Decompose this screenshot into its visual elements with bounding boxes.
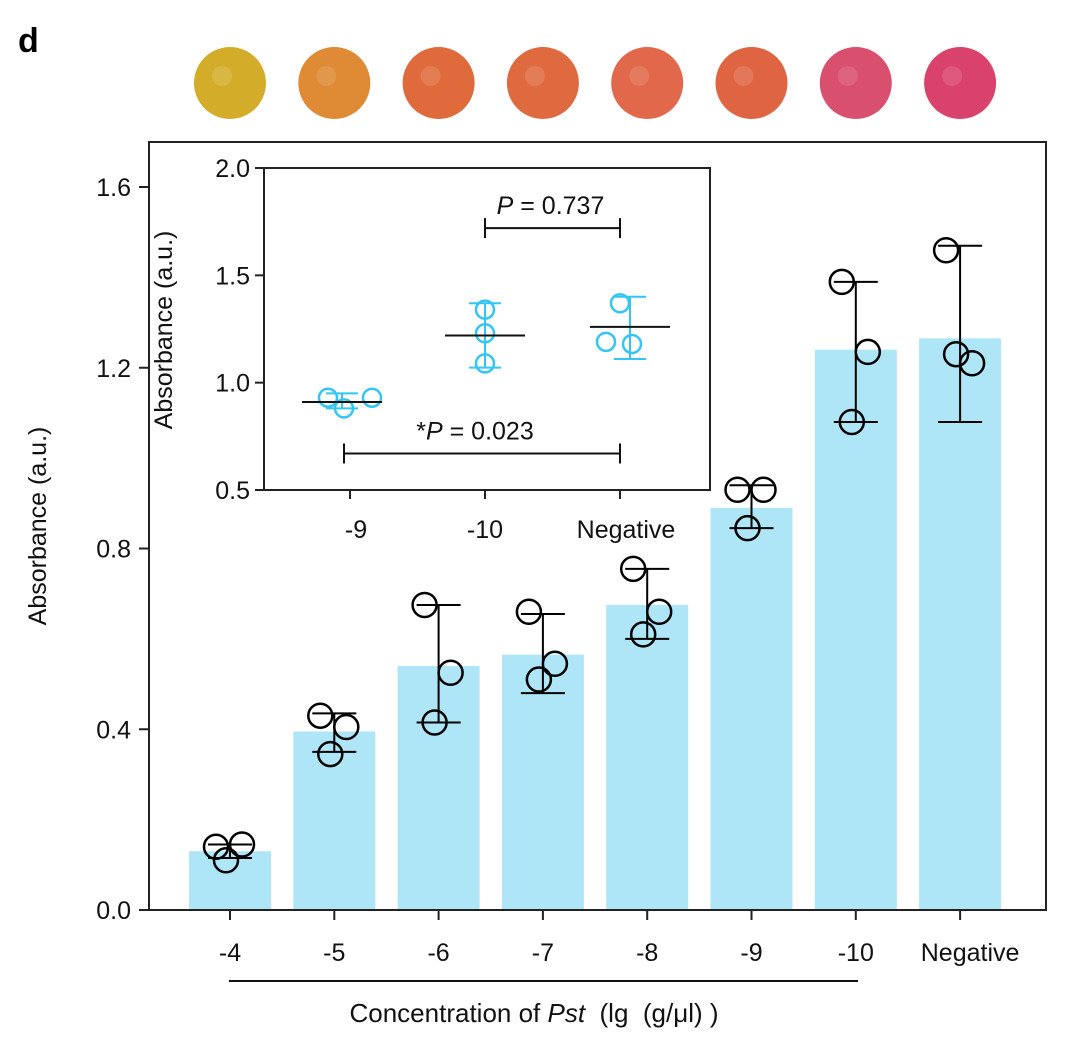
data-point — [333, 713, 360, 741]
data-point — [515, 598, 543, 626]
data-point — [212, 847, 240, 874]
y-tick-label: 1.2 — [96, 355, 131, 383]
main-bar-chart: 0.0 0.4 0.8 1.2 1.6 -4 -5 -6 -7 -8 -9 -10 Negative Ab… — [24, 141, 1047, 982]
swatch-highlight — [212, 66, 232, 86]
data-point — [750, 476, 777, 504]
color-swatches — [194, 47, 997, 119]
color-swatch — [611, 47, 684, 119]
bar — [606, 604, 689, 910]
data-point — [854, 338, 882, 366]
data-point — [734, 514, 761, 542]
inset-y-tick-label: 2.0 — [215, 155, 250, 183]
inset-y-tick-label: 0.5 — [215, 477, 250, 505]
color-swatch — [298, 47, 371, 119]
x-axis-title: Concentration of Pst (lg (g/μl) ) — [349, 998, 719, 1028]
inset-y-axis-title: Absorbance (a.u.) — [150, 231, 178, 430]
data-point — [411, 591, 438, 619]
inset-data-point — [361, 387, 383, 408]
color-swatch — [715, 47, 788, 119]
inset-x-tick-label: Negative — [577, 516, 676, 544]
swatch-highlight — [316, 66, 337, 86]
panel-label: d — [18, 22, 39, 60]
data-point — [525, 666, 553, 693]
inset-data-point — [595, 331, 617, 353]
inset-data-point — [474, 353, 496, 374]
inset-scatter-chart: 0.5 1.0 1.5 2.0 -9 -10 Negative Absorbance (a.u… — [150, 155, 711, 544]
data-point — [541, 650, 569, 677]
x-tick-label: -7 — [532, 939, 554, 967]
inset-data-point — [609, 292, 631, 314]
data-point — [317, 740, 344, 768]
bar — [189, 851, 271, 910]
bar — [293, 731, 376, 910]
inset-x-tick-label: -9 — [345, 516, 367, 544]
data-point — [838, 408, 866, 436]
plot-frame — [148, 141, 1047, 911]
data-point — [437, 659, 464, 687]
x-tick-label: -5 — [323, 939, 345, 967]
color-swatch — [402, 47, 475, 119]
x-tick-label: Negative — [921, 939, 1020, 967]
y-tick-label: 1.6 — [96, 174, 131, 202]
color-swatch — [924, 47, 997, 119]
y-tick-label: 0.8 — [96, 536, 131, 564]
color-swatch — [194, 47, 266, 119]
data-point — [228, 831, 256, 858]
swatch-highlight — [629, 66, 650, 86]
inset-x-tick-label: -10 — [467, 516, 503, 544]
bar — [710, 507, 793, 910]
data-point — [932, 237, 960, 264]
x-tick-label: -8 — [636, 939, 658, 967]
color-swatch — [819, 47, 892, 119]
inset-data-point — [474, 323, 496, 344]
data-point — [724, 476, 751, 504]
x-tick-label: -4 — [219, 939, 241, 967]
data-point — [958, 349, 986, 377]
x-tick-label: -9 — [740, 939, 762, 967]
inset-frame — [263, 167, 711, 491]
swatch-highlight — [733, 66, 754, 86]
swatch-highlight — [942, 66, 963, 86]
x-tick-label: -6 — [427, 939, 449, 967]
data-point — [942, 340, 970, 368]
bar — [501, 654, 584, 910]
bar — [919, 338, 1002, 910]
significance-label: *P = 0.023 — [416, 418, 533, 446]
color-swatch — [506, 47, 579, 119]
inset-data-point — [333, 398, 355, 419]
inset-y-tick-label: 1.0 — [215, 370, 250, 398]
data-point — [307, 702, 334, 729]
x-tick-label: -10 — [838, 939, 874, 967]
data-point — [619, 555, 647, 583]
data-point — [828, 268, 856, 296]
inset-data-point — [474, 299, 496, 320]
y-axis-title: Absorbance (a.u.) — [24, 427, 52, 626]
inset-data-point — [317, 387, 339, 408]
y-tick-label: 0.0 — [96, 897, 131, 925]
swatch-highlight — [524, 66, 545, 86]
swatch-highlight — [420, 66, 441, 86]
swatch-highlight — [837, 66, 858, 86]
data-point — [421, 709, 448, 736]
inset-y-tick-label: 1.5 — [215, 262, 250, 290]
inset-data-point — [621, 333, 643, 355]
bar — [814, 349, 897, 910]
data-point — [645, 598, 673, 626]
significance-label: P = 0.737 — [497, 192, 605, 220]
y-tick-label: 0.4 — [96, 716, 131, 744]
data-point — [202, 833, 230, 860]
data-point — [629, 621, 657, 648]
